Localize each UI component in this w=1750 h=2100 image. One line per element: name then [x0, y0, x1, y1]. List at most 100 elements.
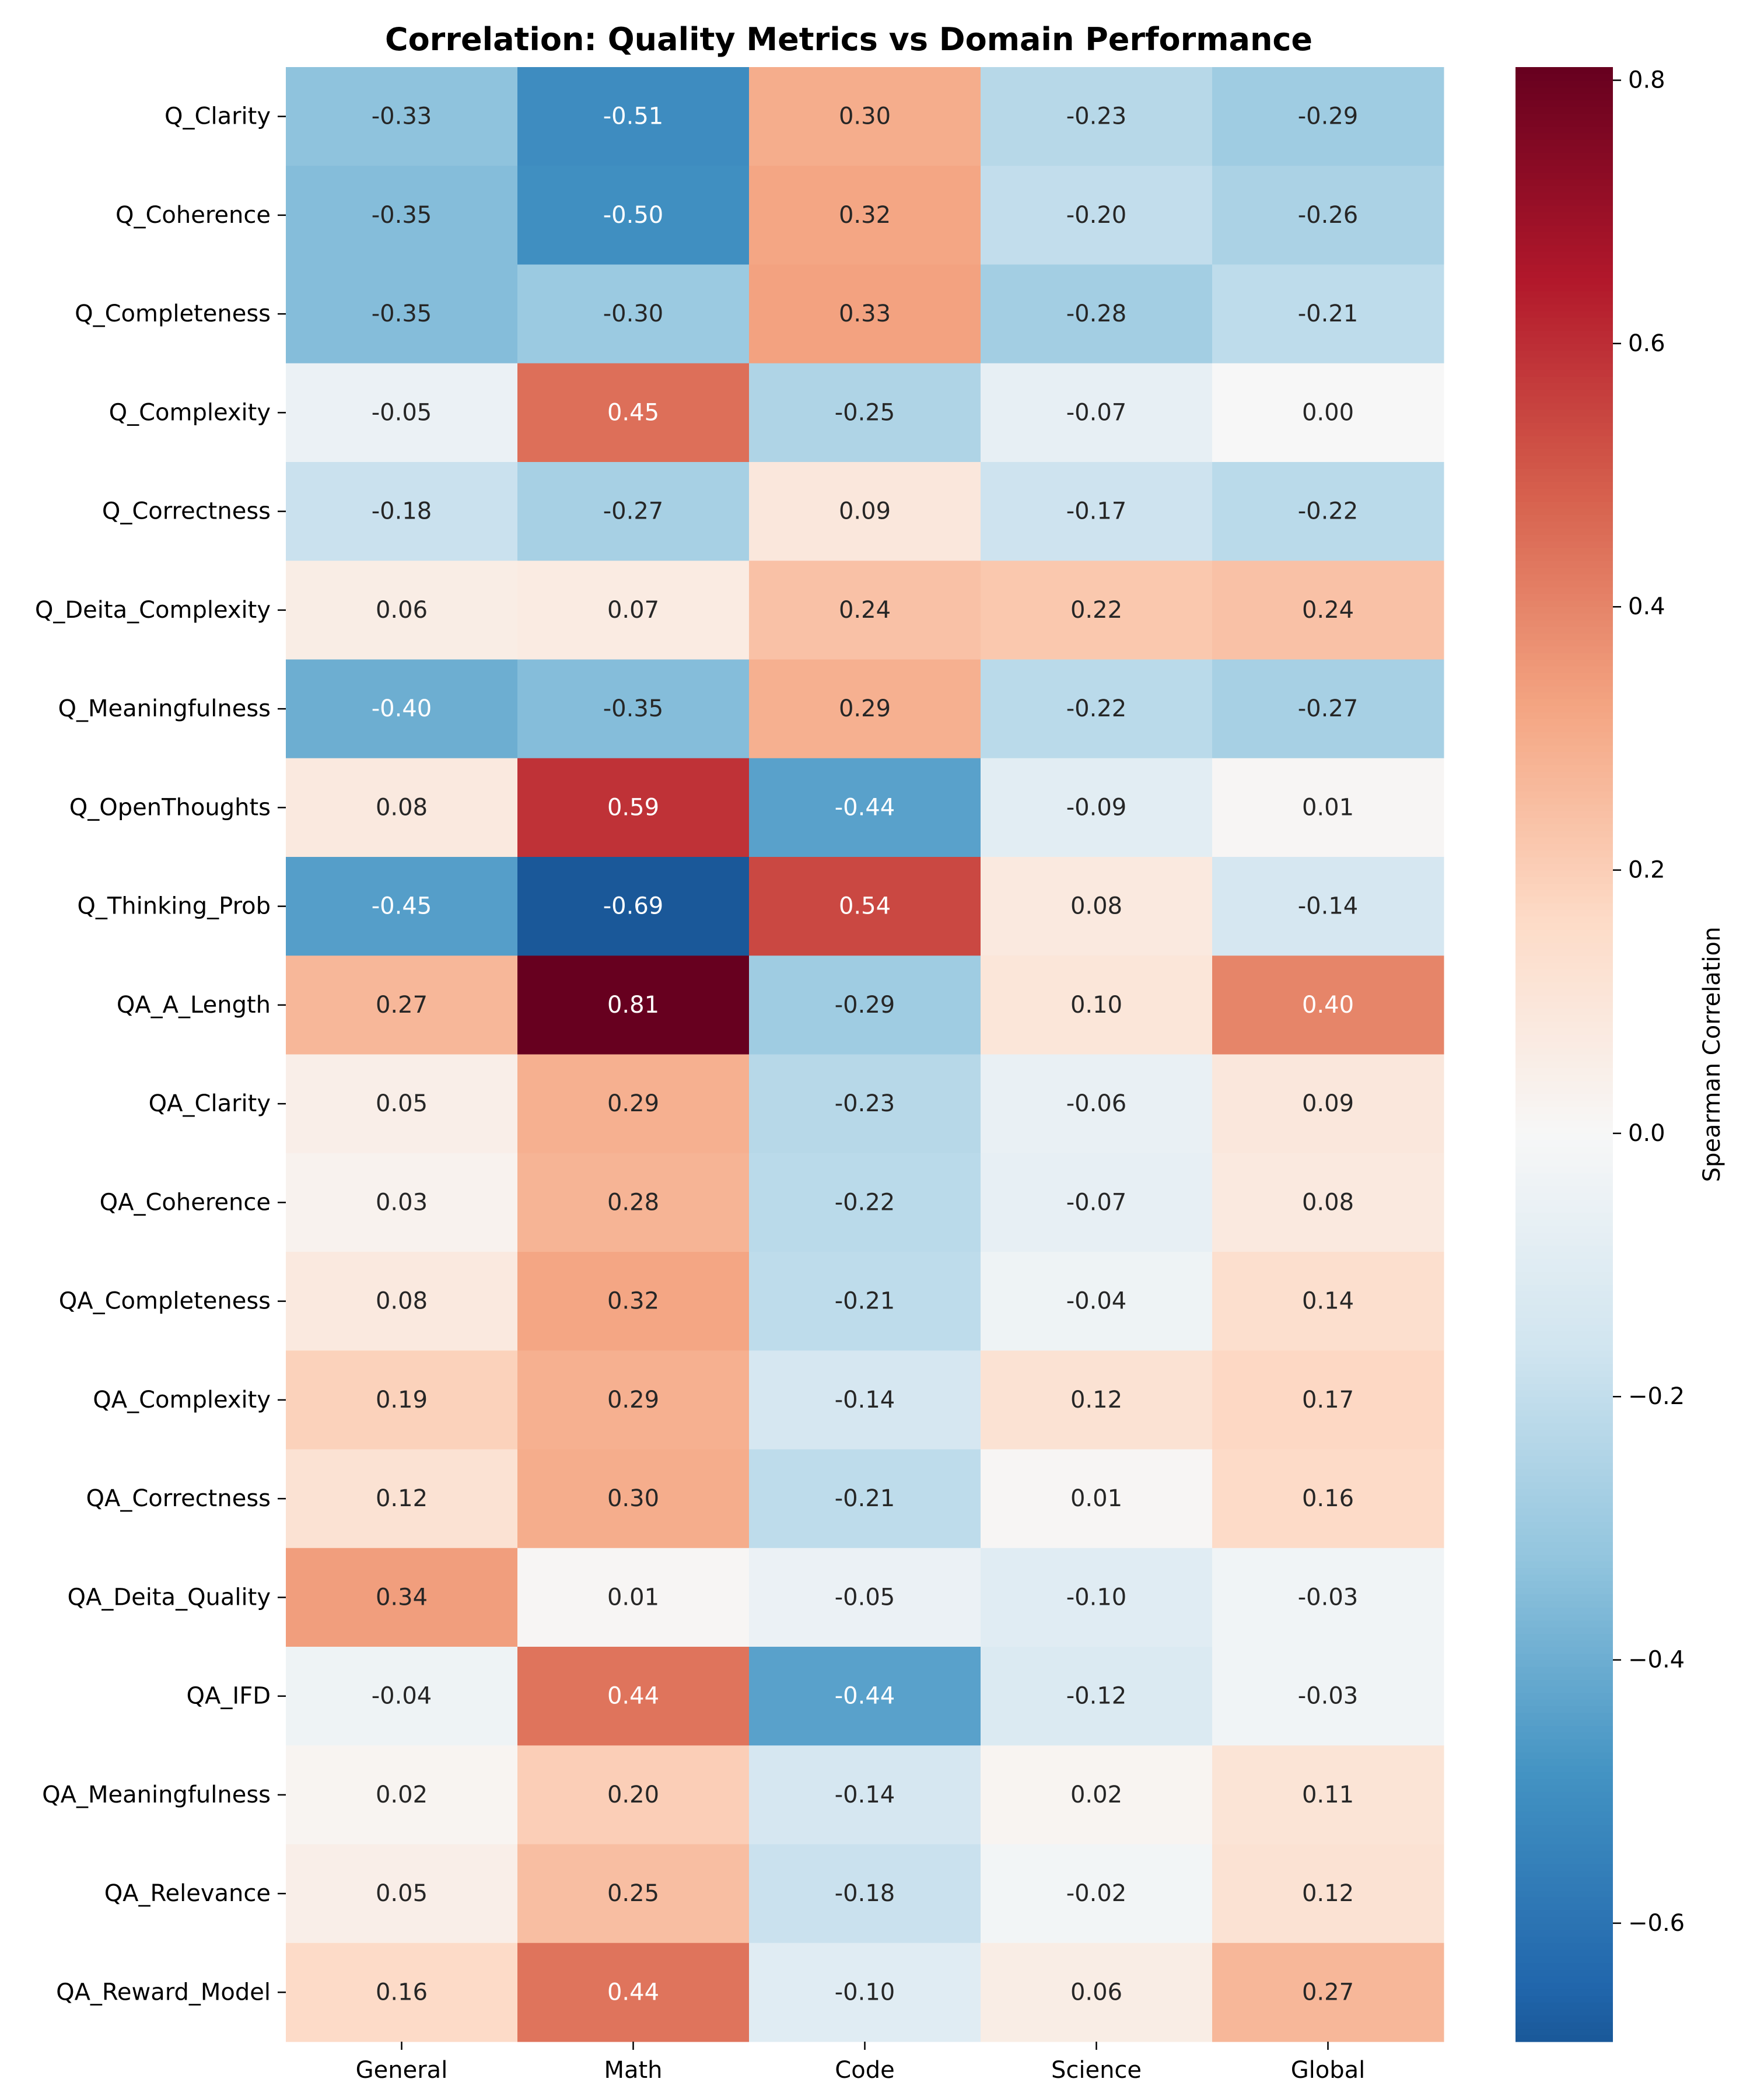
colorbar-segment: [1516, 1502, 1613, 1509]
colorbar-segment: [1516, 310, 1613, 318]
colorbar-segment: [1516, 284, 1613, 292]
cell-value-label: 0.12: [1070, 1387, 1122, 1413]
colorbar-segment: [1516, 2002, 1613, 2010]
heatmap-cell: [517, 659, 750, 759]
heatmap-cell: [749, 166, 981, 265]
y-tick-label: QA_Deita_Quality: [68, 1584, 271, 1611]
cell-value-label: -0.28: [1066, 300, 1127, 327]
cell-value-label: -0.35: [372, 202, 432, 229]
colorbar-segment: [1516, 547, 1613, 555]
cell-value-label: 0.30: [607, 1485, 659, 1512]
colorbar-segment: [1516, 1660, 1613, 1667]
heatmap-cell: [981, 857, 1213, 956]
colorbar-segment: [1516, 673, 1613, 680]
heatmap-cell: [749, 1745, 981, 1845]
colorbar-segment: [1516, 271, 1613, 278]
cell-value-label: -0.44: [835, 794, 895, 821]
colorbar-segment: [1516, 462, 1613, 469]
cell-value-label: 0.32: [607, 1288, 659, 1315]
heatmap-cell: [1212, 67, 1444, 166]
colorbar-segment: [1516, 1877, 1613, 1884]
colorbar-tick-label: 0.2: [1628, 857, 1665, 884]
colorbar-segment: [1516, 251, 1613, 258]
cell-value-label: 0.11: [1302, 1782, 1354, 1808]
colorbar-segment: [1516, 784, 1613, 792]
heatmap-cell: [749, 1844, 981, 1944]
colorbar-segment: [1516, 93, 1613, 101]
heatmap-cell: [1212, 1943, 1444, 2042]
colorbar-segment: [1516, 653, 1613, 660]
colorbar-segment: [1516, 218, 1613, 226]
cell-value-label: -0.09: [1066, 794, 1127, 821]
heatmap-cell: [286, 462, 518, 561]
heatmap-cell: [981, 561, 1213, 660]
colorbar-segment: [1516, 1831, 1613, 1838]
colorbar-segment: [1516, 830, 1613, 838]
cell-value-label: 0.12: [376, 1485, 428, 1512]
cell-value-label: -0.29: [1298, 103, 1359, 130]
colorbar-segment: [1516, 139, 1613, 146]
heatmap-cell: [749, 67, 981, 166]
cell-value-label: 0.32: [839, 202, 891, 229]
cell-value-label: 0.06: [1070, 1979, 1122, 2006]
colorbar-segment: [1516, 1732, 1613, 1740]
colorbar-segment: [1516, 1232, 1613, 1240]
colorbar-segment: [1516, 633, 1613, 640]
colorbar-segment: [1516, 1640, 1613, 1647]
colorbar-segment: [1516, 113, 1613, 120]
colorbar-segment: [1516, 797, 1613, 805]
cell-value-label: 0.10: [1070, 992, 1122, 1019]
heatmap-cell: [517, 1350, 750, 1450]
colorbar-segment: [1516, 1028, 1613, 1035]
y-tick-label: QA_Clarity: [149, 1090, 271, 1117]
colorbar-segment: [1516, 1567, 1613, 1575]
cell-value-label: 0.08: [1070, 893, 1122, 920]
cell-value-label: -0.05: [372, 399, 432, 426]
colorbar-segment: [1516, 2015, 1613, 2022]
colorbar-segment: [1516, 1166, 1613, 1174]
cell-value-label: 0.05: [376, 1090, 428, 1117]
heatmap-cell: [1212, 956, 1444, 1055]
y-tick-label: QA_Coherence: [100, 1189, 271, 1216]
cell-value-label: 0.08: [376, 1288, 428, 1315]
heatmap-cell: [981, 363, 1213, 463]
colorbar-segment: [1516, 1192, 1613, 1200]
colorbar-segment: [1516, 152, 1613, 160]
colorbar-segment: [1516, 1673, 1613, 1681]
cell-value-label: -0.06: [1066, 1090, 1127, 1117]
cell-value-label: 0.02: [1070, 1782, 1122, 1808]
colorbar-segment: [1516, 1594, 1613, 1601]
heatmap-cell: [286, 758, 518, 858]
heatmap-cell: [981, 166, 1213, 265]
heatmap-cell: [286, 1745, 518, 1845]
heatmap-cell: [749, 1054, 981, 1154]
colorbar-segment: [1516, 837, 1613, 845]
colorbar-segment: [1516, 212, 1613, 219]
y-tick-label: Q_Deita_Complexity: [35, 597, 271, 624]
x-tick-label: Code: [835, 2057, 894, 2084]
y-tick-label: Q_Coherence: [116, 202, 271, 229]
colorbar-segment: [1516, 356, 1613, 364]
colorbar-segment: [1516, 995, 1613, 1002]
colorbar-segment: [1516, 844, 1613, 851]
colorbar-segment: [1516, 244, 1613, 252]
colorbar-segment: [1516, 527, 1613, 535]
colorbar-segment: [1516, 1324, 1613, 1331]
heatmap-cell: [749, 857, 981, 956]
colorbar-segment: [1516, 620, 1613, 627]
colorbar-segment: [1516, 1930, 1613, 1937]
cell-value-label: 0.05: [376, 1880, 428, 1907]
colorbar-segment: [1516, 1515, 1613, 1522]
colorbar-segment: [1516, 1482, 1613, 1489]
colorbar-segment: [1516, 488, 1613, 496]
cell-value-label: 0.12: [1302, 1880, 1354, 1907]
y-tick-label: Q_Clarity: [164, 103, 271, 130]
heatmap-cell: [286, 1943, 518, 2042]
cell-value-label: -0.27: [1298, 695, 1359, 722]
colorbar-segment: [1516, 120, 1613, 127]
colorbar-segment: [1516, 1383, 1613, 1391]
y-axis: Q_Clarity Q_Coherence Q_Completeness Q_Comp…: [35, 103, 286, 2006]
heatmap-cell: [1212, 857, 1444, 956]
colorbar-segment: [1516, 1258, 1613, 1266]
colorbar-segment: [1516, 1087, 1613, 1094]
